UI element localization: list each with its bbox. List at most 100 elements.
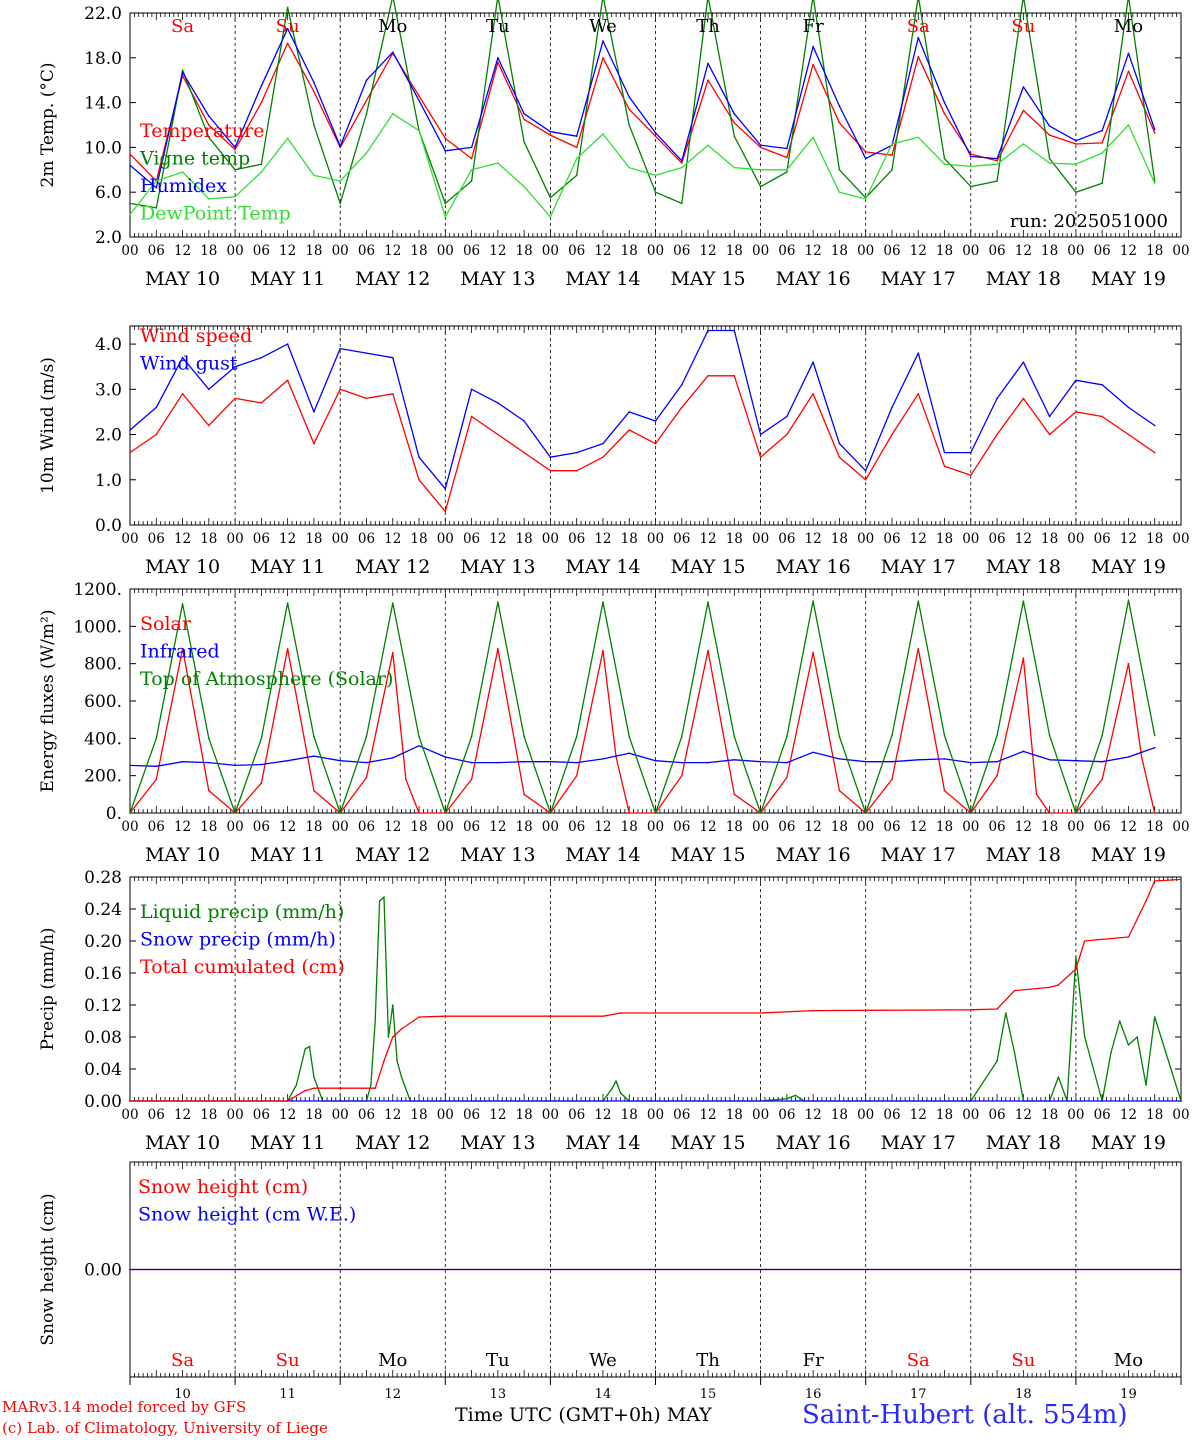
data-point xyxy=(286,602,289,604)
day-number: 15 xyxy=(700,1387,717,1402)
hour-tick-label: 12 xyxy=(174,243,191,259)
station-name: Saint-Hubert (alt. 554m) xyxy=(802,1400,1128,1430)
data-point xyxy=(996,163,998,165)
hour-tick-label: 06 xyxy=(253,243,270,259)
time-axis-title: Time UTC (GMT+0h) MAY xyxy=(455,1404,712,1426)
data-point xyxy=(444,202,447,205)
data-point xyxy=(996,1060,998,1062)
data-point xyxy=(838,789,841,792)
data-point xyxy=(286,343,289,345)
data-point xyxy=(208,198,210,200)
data-point xyxy=(707,62,709,65)
data-point xyxy=(654,135,657,137)
data-point xyxy=(1127,756,1130,758)
data-point xyxy=(812,63,814,66)
day-name: We xyxy=(589,16,617,37)
data-point xyxy=(602,40,604,42)
data-point xyxy=(1153,182,1156,185)
data-point xyxy=(339,202,342,205)
y-axis-label: 2m Temp. (°C) xyxy=(38,62,58,187)
data-point xyxy=(1022,143,1025,145)
data-point xyxy=(313,174,315,177)
data-point xyxy=(943,157,946,160)
hour-tick-label: 12 xyxy=(1120,819,1137,835)
date-label: MAY 19 xyxy=(1091,844,1166,866)
data-point xyxy=(812,393,814,395)
date-label: MAY 17 xyxy=(881,844,956,866)
data-point xyxy=(733,135,736,137)
data-point xyxy=(1005,1012,1007,1014)
date-label: MAY 12 xyxy=(355,844,430,866)
date-label: MAY 14 xyxy=(565,268,640,290)
data-point xyxy=(1180,1100,1182,1102)
data-point xyxy=(549,216,552,218)
hour-tick-label: 18 xyxy=(1041,1107,1058,1123)
data-point xyxy=(1101,938,1103,941)
hour-tick-label: 18 xyxy=(1146,243,1163,259)
y-tick-label: 0. xyxy=(106,804,122,824)
data-point xyxy=(208,136,210,139)
data-point xyxy=(181,603,184,605)
data-point xyxy=(444,216,447,218)
data-point xyxy=(628,735,631,738)
hour-tick-label: 00 xyxy=(962,1107,979,1123)
data-point xyxy=(1048,415,1051,418)
data-point xyxy=(628,752,631,755)
data-point xyxy=(286,379,289,382)
hour-tick-label: 18 xyxy=(936,531,953,547)
data-point xyxy=(943,163,946,165)
data-point xyxy=(339,759,342,762)
hour-tick-label: 06 xyxy=(358,243,375,259)
data-point xyxy=(1048,134,1051,136)
hour-tick-label: 06 xyxy=(1094,819,1111,835)
data-point xyxy=(396,1060,398,1062)
data-point xyxy=(1127,70,1130,73)
data-point xyxy=(339,146,342,149)
y-tick-label: 0.0 xyxy=(95,516,122,536)
y-tick-label: 1.0 xyxy=(95,471,122,491)
data-point xyxy=(996,760,998,763)
y-tick-label: 0.16 xyxy=(84,964,122,984)
data-point xyxy=(812,45,814,48)
data-point xyxy=(497,162,499,164)
hour-tick-label: 12 xyxy=(174,531,191,547)
data-point xyxy=(295,1084,298,1086)
data-point xyxy=(996,433,998,436)
data-point xyxy=(497,57,499,59)
data-point xyxy=(208,115,210,117)
data-point xyxy=(286,137,289,140)
hour-tick-label: 06 xyxy=(253,531,270,547)
data-point xyxy=(970,761,972,764)
data-point xyxy=(1110,1052,1112,1054)
day-number: 10 xyxy=(174,1387,191,1402)
data-point xyxy=(374,1020,377,1022)
data-point xyxy=(405,778,407,781)
legend-entry: Infrared xyxy=(140,641,220,663)
data-point xyxy=(1101,760,1103,763)
date-label: MAY 10 xyxy=(145,1132,220,1154)
date-label: MAY 11 xyxy=(250,844,325,866)
legend-entry: Temperature xyxy=(140,120,264,142)
data-point xyxy=(996,180,998,182)
hour-tick-label: 06 xyxy=(988,819,1005,835)
data-point xyxy=(339,180,342,182)
data-point xyxy=(304,1048,306,1050)
y-tick-label: 0.28 xyxy=(84,868,122,888)
day-name: Tu xyxy=(486,1350,510,1371)
hour-tick-label: 00 xyxy=(1067,243,1084,259)
hour-tick-label: 00 xyxy=(227,531,244,547)
legend-entry: Vigne temp xyxy=(139,148,250,170)
data-point xyxy=(234,169,236,171)
data-point xyxy=(129,213,131,216)
y-tick-label: 0.04 xyxy=(84,1060,122,1080)
date-label: MAY 18 xyxy=(986,844,1061,866)
data-point xyxy=(1118,1020,1121,1022)
data-point xyxy=(917,136,920,139)
data-point xyxy=(208,737,210,740)
date-label: MAY 10 xyxy=(145,268,220,290)
hour-tick-label: 18 xyxy=(516,531,533,547)
data-point xyxy=(891,143,893,145)
legend-entry: Liquid precip (mm/h) xyxy=(140,901,344,923)
data-point xyxy=(523,793,525,796)
data-point xyxy=(400,1076,403,1078)
